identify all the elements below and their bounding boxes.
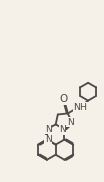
Text: N: N [67,118,74,127]
Text: N: N [45,125,52,134]
Text: N: N [59,125,66,134]
Text: NH: NH [73,103,87,112]
Text: O: O [59,94,67,104]
Text: N: N [45,135,52,144]
